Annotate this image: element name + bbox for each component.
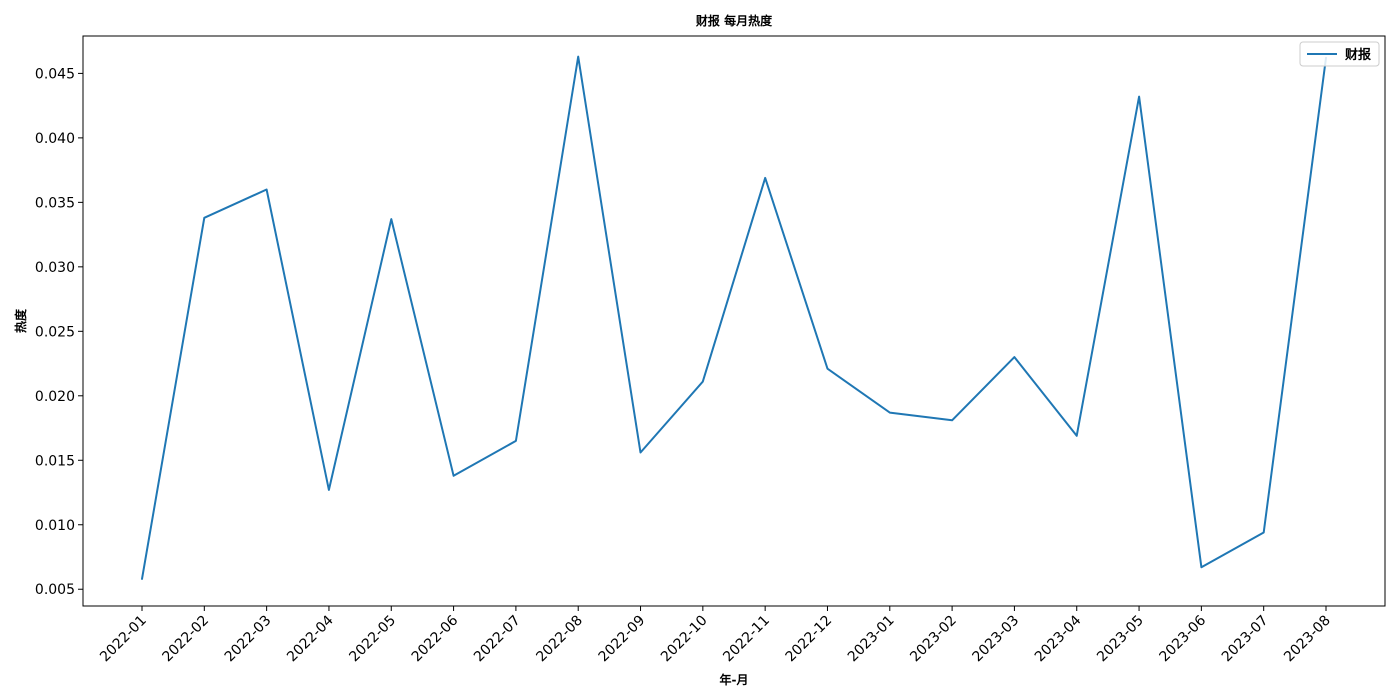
y-axis-title: 热度 [13,308,28,333]
y-tick-label: 0.005 [35,582,75,598]
y-tick-label: 0.015 [35,453,75,469]
y-tick-label: 0.045 [35,66,75,82]
y-tick-label: 0.025 [35,324,75,340]
chart-title: 财报 每月热度 [695,13,773,28]
y-tick-label: 0.020 [35,389,75,405]
legend: 财报 [1299,41,1380,67]
y-axis-ticks: 0.005 0.010 0.015 0.020 0.025 0.030 0.035 0.040… [35,66,83,598]
y-tick-label: 0.035 [35,195,75,211]
y-tick-label: 0.030 [35,260,75,276]
x-axis-title: 年-月 [720,672,749,687]
y-tick-label: 0.040 [35,131,75,147]
legend-frame [1299,41,1380,67]
legend-label-caibao: 财报 [1345,47,1372,63]
plot-frame [82,35,1386,607]
y-tick-label: 0.010 [35,518,75,534]
series-line-0 [141,55,1327,580]
